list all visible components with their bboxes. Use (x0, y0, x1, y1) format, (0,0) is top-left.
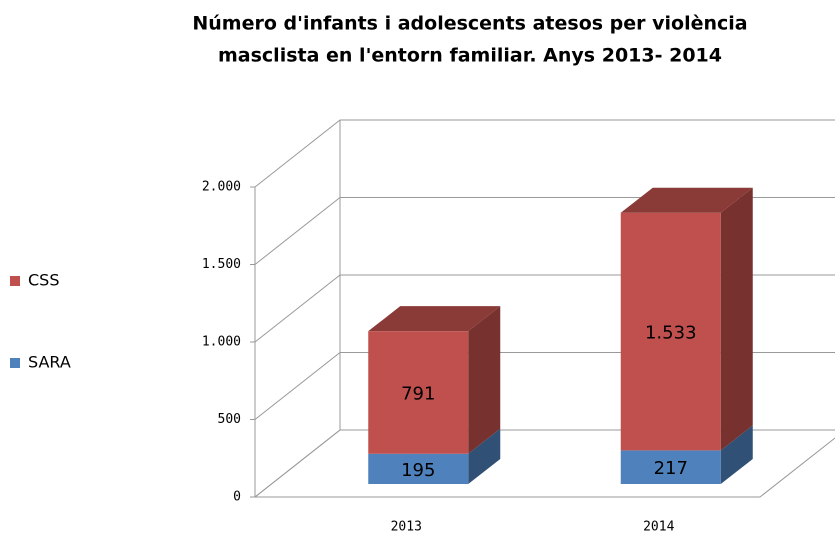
value-label: 791 (401, 383, 435, 404)
y-tick-label: 1.500 (202, 257, 241, 272)
grid-line (254, 119, 835, 188)
chart-title: masclista en l'entorn familiar. Anys 201… (218, 45, 722, 67)
y-tick-label: 1.000 (202, 335, 241, 350)
bar-top (368, 306, 501, 332)
x-tick-label: 2014 (643, 520, 674, 535)
legend-swatch (10, 358, 20, 368)
legend-label: CSS (28, 271, 59, 290)
bar-top (620, 187, 753, 213)
value-label: 217 (654, 458, 688, 479)
bar-side (720, 187, 753, 451)
bar (368, 453, 469, 484)
legend-label: SARA (28, 353, 71, 372)
legend-swatch (10, 276, 20, 286)
x-tick-label: 2013 (391, 520, 422, 535)
y-tick-label: 500 (218, 412, 241, 427)
y-tick-label: 0 (233, 490, 241, 505)
bar-side (468, 428, 501, 484)
chart-title: Número d'infants i adolescents atesos pe… (192, 13, 747, 35)
bar-side (720, 425, 753, 484)
bar (368, 331, 469, 454)
bar-side (468, 306, 501, 454)
y-tick-label: 2.000 (202, 180, 241, 195)
value-label: 195 (401, 460, 435, 481)
value-label: 1.533 (645, 323, 697, 344)
bar (620, 450, 721, 484)
bar (620, 212, 721, 451)
